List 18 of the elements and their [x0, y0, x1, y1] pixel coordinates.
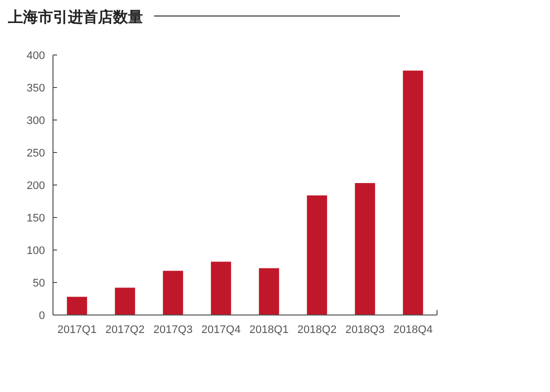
y-tick-label: 50	[32, 278, 45, 290]
y-tick-label: 0	[38, 310, 45, 322]
y-tick-label: 350	[26, 82, 45, 94]
y-tick-label: 100	[26, 245, 45, 257]
x-tick-label: 2018Q3	[345, 324, 385, 336]
y-tick-label: 200	[26, 180, 45, 192]
title: 上海市引进首店数量	[8, 9, 143, 26]
y-tick-label: 150	[26, 212, 45, 224]
y-tick-label: 250	[26, 148, 45, 160]
x-tick-label: 2017Q1	[57, 324, 97, 336]
x-tick-label: 2017Q4	[201, 324, 241, 336]
x-tick-label: 2017Q2	[105, 324, 145, 336]
x-tick-label: 2017Q3	[153, 324, 193, 336]
y-tick-label: 400	[26, 50, 45, 62]
x-tick-label: 2018Q1	[249, 324, 289, 336]
x-tick-label: 2018Q4	[393, 324, 433, 336]
y-tick-label: 300	[26, 115, 45, 127]
x-tick-label: 2018Q2	[297, 324, 337, 336]
